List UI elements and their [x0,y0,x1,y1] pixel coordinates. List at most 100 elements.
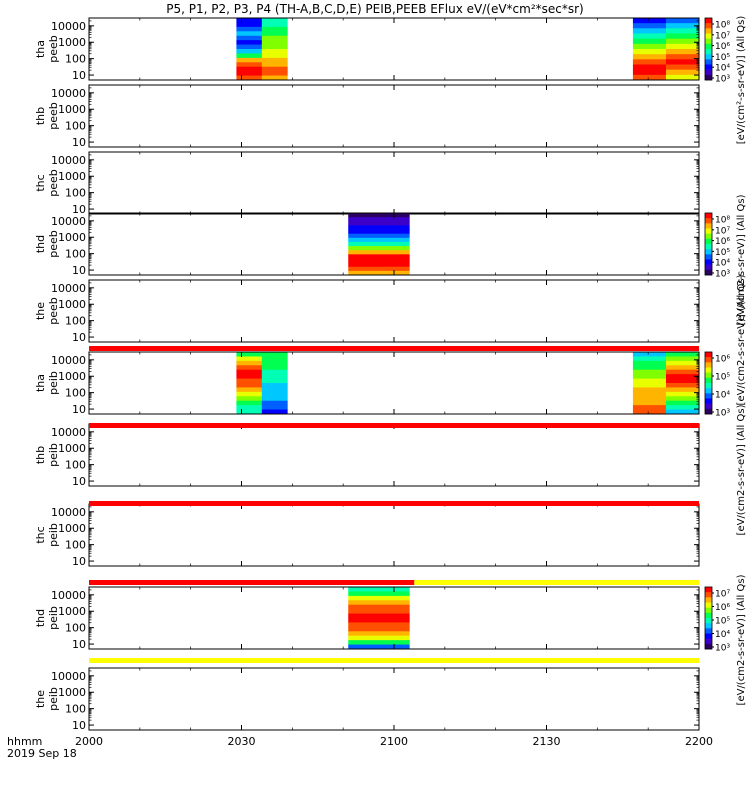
spectrogram-cell [236,75,263,81]
colorbar-tick-label: 10³ [715,75,730,85]
units-label: [eV/(cm2-s-sr-eV)] (All Qs) [736,194,747,325]
y-tick-label: 100 [65,539,86,552]
spectrogram-cell [632,409,667,415]
colorbar-swatch [705,259,712,265]
panel-product-label: peeb [47,169,60,197]
status-bar [89,346,699,351]
colorbar-frame [704,212,713,276]
y-tick-label: 10 [72,136,86,149]
spectrogram-cell [348,241,410,247]
spectrogram-cell [261,22,288,28]
colorbar-swatch [705,23,712,29]
spectrogram-cell [632,356,667,362]
spectrogram-cell [665,409,700,415]
y-tick-label: 100 [65,315,86,328]
spectrogram-cell [236,378,263,384]
colorbar-swatch [705,602,712,608]
chart-title: P5, P1, P2, P3, P4 (TH-A,B,C,D,E) PEIB,P… [166,2,584,16]
colorbar-swatch [705,612,712,619]
colorbar-tick-label: 10⁶ [715,42,730,52]
spectrogram-cell [348,217,410,222]
panel-product-label: peib [47,371,60,395]
colorbar-swatch [705,628,712,634]
colorbar-swatch [705,59,712,65]
y-tick-label: 1000 [58,370,86,383]
y-tick-label: 1000 [58,298,86,311]
status-segment [89,423,699,428]
spectrogram-cell [261,356,288,362]
spectrogram-cell [665,23,700,29]
colorbar-swatch [705,249,712,255]
spectrogram-cell [632,396,667,402]
y-tick-label: 1000 [58,103,86,116]
colorbar-tick-label: 10⁶ [715,603,730,613]
panel-frame [88,667,700,731]
spectrogram-cell [665,64,700,71]
panel-probe-label: the [34,302,47,320]
colorbar-tick-label: 10⁶ [715,237,730,247]
spectrogram-cell [236,369,263,375]
spectrogram-cell [632,378,667,384]
colorbar-tick-label: 10⁷ [715,590,730,600]
spectrogram-cell [236,40,263,45]
spectrogram-cell [632,33,667,40]
y-tick-label: 10 [72,719,86,732]
colorbar-swatch [705,264,712,271]
colorbar-swatch [705,638,712,645]
units-label: [eV/(cm2-s-sr-eV)] (All Qs) [736,404,747,535]
spectrogram-cell [261,360,288,366]
spectrogram-cell [632,365,667,371]
panel-thd-peib: 10 100 1000 10000 thd peib 10⁷ 10⁶ 10⁵ 10⁴ 10³ [34,586,730,654]
colorbar-swatch [705,408,712,415]
panel-thb-peib: 10 100 1000 10000 thb peib [34,423,700,488]
spectrogram-cell [261,71,288,76]
colorbar-tick-label: 10⁶ [715,355,730,365]
spectrogram-cell [261,62,288,68]
panel-product-label: peib [47,443,60,467]
colorbar-swatch [705,393,712,399]
colorbar-swatch [705,403,712,410]
spectrogram-cell [632,43,667,50]
spectrogram-cell [348,258,410,263]
status-bar [89,423,699,428]
spectrogram-cell [632,391,667,397]
colorbar: 10⁷ 10⁶ 10⁵ 10⁴ 10³ [704,586,730,654]
spectrogram-cell [261,369,288,375]
spectrogram-cell [665,33,700,40]
colorbar-tick-label: 10⁷ [715,31,730,41]
colorbar-swatch [705,64,712,70]
colorbar-swatch [705,254,712,260]
spectrogram-cell [632,352,667,357]
panel-the-peib: 10 100 1000 10000 the peib [34,667,700,732]
spectrogram-cell [261,53,288,59]
spectrogram-cell [665,28,700,34]
spectrogram-cell [348,631,410,637]
status-segment [89,501,699,506]
y-tick-label: 100 [65,387,86,400]
spectrogram-cell [348,644,410,650]
date-label: 2019 Sep 18 [7,747,77,760]
y-tick-label: 1000 [58,170,86,183]
y-tick-label: 10 [72,555,86,568]
spectrogram-cell [665,74,700,81]
panel-product-label: peeb [47,230,60,258]
spectrogram-cell [348,635,410,641]
y-tick-label: 100 [65,187,86,200]
y-tick-label: 10 [72,403,86,416]
panel-probe-label: the [34,690,47,708]
colorbar-tick-label: 10⁸ [715,21,730,31]
spectrogram-cell [348,600,410,606]
spectrogram-cell [261,75,288,81]
panel-probe-label: thd [34,609,47,627]
colorbar-swatch [705,643,712,650]
spectrogram-cell [261,396,288,402]
y-tick-label: 1000 [58,36,86,49]
colorbar-swatch [705,618,712,624]
x-tick-label: 2200 [685,735,713,748]
spectrogram-cell [348,604,410,610]
spectrogram-cell [236,365,263,371]
spectrogram-cell [665,405,700,410]
x-tick-label: 2000 [75,735,103,748]
spectrogram-cell [236,396,263,402]
